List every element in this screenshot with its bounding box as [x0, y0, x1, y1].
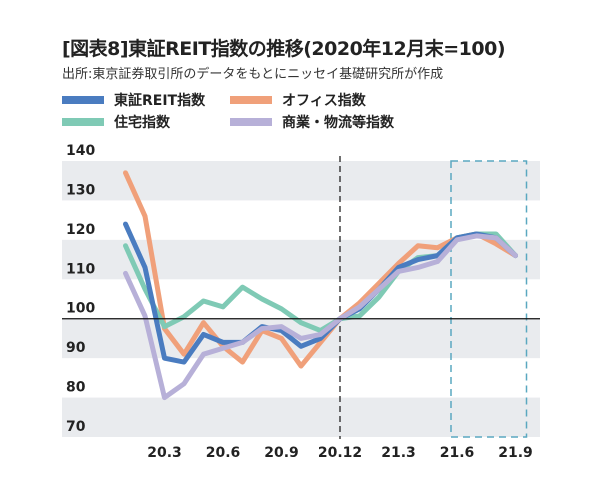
legend-swatch [62, 96, 104, 104]
legend-item-retail-logistics: 商業・物流等指数 [230, 112, 394, 132]
y-tick-label: 90 [66, 340, 86, 356]
legend-label: 商業・物流等指数 [282, 115, 394, 131]
y-tick-label: 140 [66, 143, 95, 159]
x-tick-label: 21.3 [381, 445, 416, 461]
legend-label: 住宅指数 [114, 115, 170, 131]
x-tick-label: 20.12 [318, 445, 362, 461]
x-tick-label: 20.9 [264, 445, 299, 461]
x-tick-label: 21.9 [498, 445, 533, 461]
y-tick-label: 100 [66, 301, 95, 317]
x-tick-label: 20.3 [147, 445, 182, 461]
legend-item-office: オフィス指数 [230, 90, 366, 110]
grid-band [62, 397, 540, 437]
y-tick-label: 110 [66, 261, 95, 277]
legend-swatch [230, 118, 272, 126]
legend-swatch [230, 96, 272, 104]
chart-title: [図表8]東証REIT指数の推移(2020年12月末=100) [62, 38, 506, 60]
chart-source: 出所:東京証券取引所のデータをもとにニッセイ基礎研究所が作成 [62, 67, 444, 82]
y-tick-label: 70 [66, 419, 86, 435]
y-tick-label: 130 [66, 182, 95, 198]
x-tick-label: 20.6 [206, 445, 241, 461]
grid-band [62, 161, 540, 201]
legend-item-reit: 東証REIT指数 [62, 90, 205, 110]
legend-label: 東証REIT指数 [114, 93, 206, 109]
y-tick-label: 120 [66, 222, 95, 238]
series-line-3 [123, 233, 518, 401]
y-tick-label: 80 [66, 380, 86, 396]
legend-label: オフィス指数 [282, 93, 366, 109]
highlight-box [450, 160, 528, 438]
x-tick-label: 21.6 [440, 445, 475, 461]
legend-item-residential: 住宅指数 [62, 112, 170, 132]
legend-swatch [62, 118, 104, 126]
